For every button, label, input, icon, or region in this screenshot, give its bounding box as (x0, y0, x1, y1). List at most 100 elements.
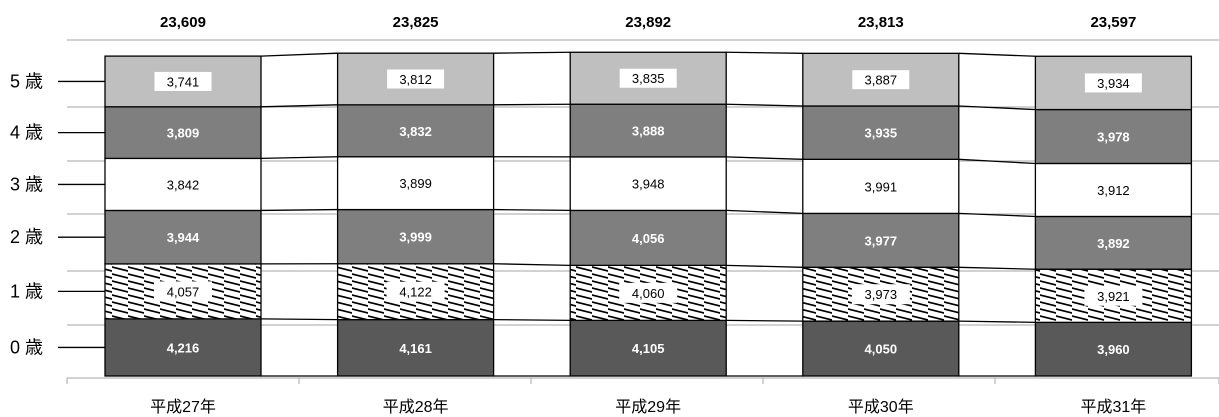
series-connector (726, 156, 803, 160)
value-label: 3,999 (399, 230, 432, 245)
bar-segment (104, 318, 262, 377)
series-connector (260, 318, 338, 321)
bar-segment (802, 105, 960, 160)
x-tick-label: 平成28年 (383, 398, 449, 416)
series-connector (493, 51, 571, 54)
series-connector (260, 208, 338, 212)
total-label: 23,597 (1090, 14, 1136, 31)
bar-segment (569, 319, 727, 377)
value-label-box (1084, 285, 1143, 306)
value-label: 4,056 (632, 231, 665, 246)
bar-segment (104, 157, 262, 212)
value-label-box (851, 69, 911, 91)
bar-segment (336, 208, 495, 265)
bar-segment (802, 320, 960, 377)
value-label: 3,977 (865, 233, 898, 248)
value-label: 3,935 (865, 126, 898, 141)
total-label: 23,892 (625, 14, 671, 31)
value-label-box (1083, 72, 1143, 94)
value-label-box (154, 281, 212, 302)
value-label-box (851, 284, 910, 305)
value-label: 3,912 (1097, 183, 1130, 198)
value-label: 3,921 (1097, 289, 1130, 304)
value-label: 3,835 (632, 71, 665, 86)
value-label-box (619, 282, 678, 303)
value-label: 3,948 (632, 177, 665, 192)
bar-segment (1034, 321, 1193, 377)
legend-age-label: 5 歳 (10, 71, 43, 91)
value-label: 4,050 (865, 342, 898, 357)
bar-segment (569, 209, 727, 267)
x-tick-label: 平成27年 (150, 398, 216, 416)
value-label-box (153, 70, 213, 92)
total-label: 23,813 (858, 14, 904, 31)
value-label-box (386, 281, 445, 302)
value-label: 3,892 (1097, 236, 1130, 251)
series-connector (493, 208, 571, 212)
bar-segment (336, 318, 495, 377)
x-tick-label: 平成30年 (848, 398, 914, 416)
legend-age-label: 0 歳 (10, 337, 43, 357)
series-connector (493, 103, 571, 106)
x-tick-label: 平成29年 (615, 398, 681, 416)
total-label: 23,825 (393, 14, 439, 31)
value-label: 3,842 (167, 177, 200, 192)
total-label: 23,609 (160, 14, 206, 31)
x-tick-label: 平成31年 (1080, 398, 1146, 416)
value-label: 3,934 (1097, 76, 1130, 91)
value-label: 3,973 (865, 287, 898, 302)
bar-segment (569, 103, 727, 158)
series-connector (260, 156, 338, 160)
series-connector (260, 52, 338, 57)
series-connector (958, 266, 1036, 270)
series-connector (958, 158, 1036, 165)
bar-segment (802, 158, 960, 215)
value-label: 3,978 (1097, 130, 1130, 145)
value-label-box (618, 67, 678, 89)
bar-segment (336, 156, 495, 211)
value-label: 3,991 (865, 179, 898, 194)
bars (104, 51, 1193, 377)
series-connector (726, 51, 803, 54)
bar-segment (802, 212, 960, 268)
series-connector (726, 209, 803, 215)
bar-segment (1034, 215, 1193, 270)
value-label: 4,161 (399, 341, 432, 356)
value-label: 3,812 (399, 72, 432, 87)
bar-segment (104, 106, 262, 160)
legend-age-label: 3 歳 (10, 174, 43, 194)
connector-lines (260, 51, 1036, 377)
value-label-box (386, 68, 446, 90)
bar-segment (1034, 162, 1193, 218)
series-connector (958, 105, 1036, 111)
series-connector (493, 263, 571, 267)
value-label: 3,741 (167, 74, 200, 89)
series-connector (726, 103, 803, 107)
value-label: 3,888 (632, 124, 665, 139)
series-connector (726, 264, 803, 268)
bar-segment (569, 156, 727, 212)
series-connector (958, 52, 1036, 57)
value-label: 4,057 (167, 284, 200, 299)
value-label: 4,105 (632, 341, 665, 356)
value-label: 4,216 (167, 340, 200, 355)
series-connector (726, 319, 803, 322)
value-label: 3,887 (865, 73, 898, 88)
value-label: 4,060 (632, 286, 665, 301)
series-connector (260, 104, 338, 108)
legend-age-label: 4 歳 (10, 123, 43, 143)
value-label: 3,809 (167, 126, 200, 141)
bar-segment (336, 104, 495, 158)
legend-age-label: 2 歳 (10, 227, 43, 247)
series-connector (958, 212, 1036, 218)
labels: 4,216 4,057 3,944 3,842 3,809 3,741 4,161 4,122… (10, 14, 1146, 416)
value-label: 3,899 (399, 176, 432, 191)
value-label: 4,122 (399, 285, 432, 300)
value-label: 3,944 (167, 230, 200, 245)
legend-age-label: 1 歳 (10, 281, 43, 301)
series-connector (958, 320, 1036, 323)
series-connector (493, 318, 571, 322)
value-label: 3,960 (1097, 342, 1130, 357)
value-label: 3,832 (399, 124, 432, 139)
